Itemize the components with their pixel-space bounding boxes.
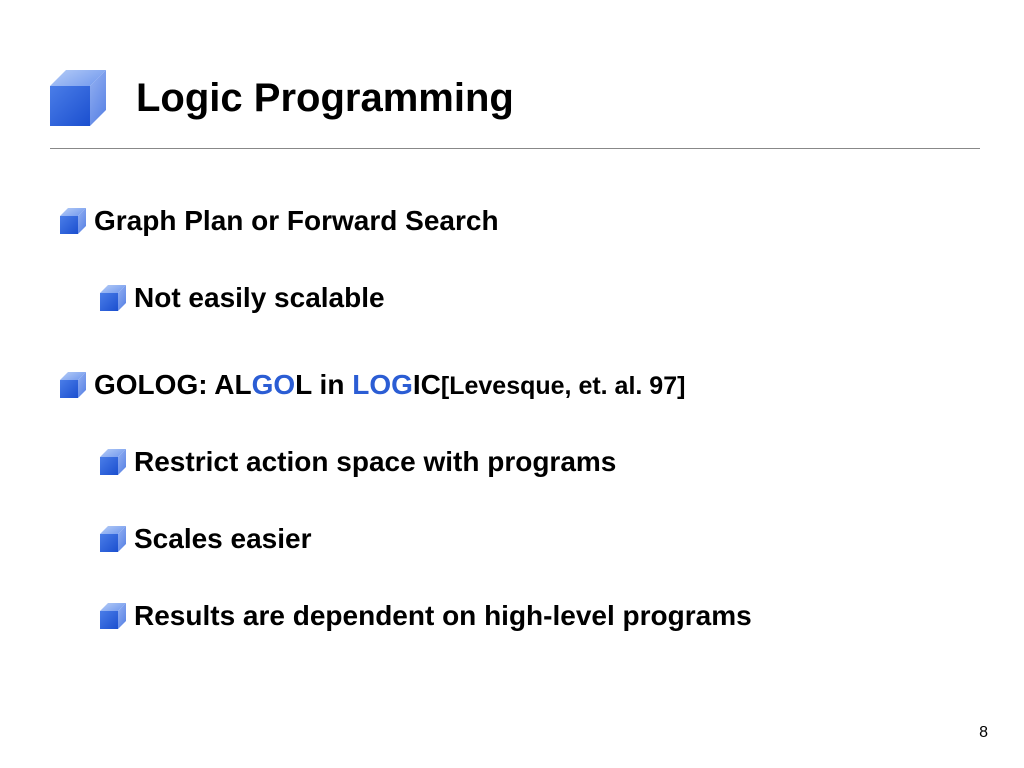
cube-bullet-icon	[60, 208, 86, 234]
slide-title: Logic Programming	[136, 76, 514, 121]
bullet-text: Graph Plan or Forward Search	[94, 205, 499, 237]
golog-citation: [Levesque, et. al. 97]	[441, 372, 686, 400]
slide: Logic Programming Graph Plan or Forward …	[0, 0, 1024, 768]
cube-bullet-icon	[100, 603, 126, 629]
cube-bullet-icon	[100, 526, 126, 552]
bullet-level2: Scales easier	[100, 523, 980, 555]
cube-bullet-icon	[100, 285, 126, 311]
bullet-level2: Results are dependent on high-level prog…	[100, 600, 980, 632]
content-area: Graph Plan or Forward Search Not easily …	[60, 185, 980, 637]
bullet-text: Scales easier	[134, 523, 312, 555]
bullet-level2: Not easily scalable	[100, 282, 980, 314]
golog-log: LOG	[352, 369, 413, 400]
bullet-level1: GOLOG: ALGOL in LOGIC[Levesque, et. al. …	[60, 369, 980, 401]
golog-go: GO	[252, 369, 296, 400]
golog-text: GOLOG: ALGOL in LOGIC[Levesque, et. al. …	[94, 369, 685, 401]
golog-mid: L in	[295, 369, 352, 400]
bullet-level1: Graph Plan or Forward Search	[60, 205, 980, 237]
title-row: Logic Programming	[50, 70, 514, 126]
title-divider	[50, 148, 980, 149]
page-number: 8	[979, 724, 988, 742]
bullet-level2: Restrict action space with programs	[100, 446, 980, 478]
bullet-text: Not easily scalable	[134, 282, 385, 314]
cube-bullet-icon	[100, 449, 126, 475]
bullet-text: Results are dependent on high-level prog…	[134, 600, 752, 632]
bullet-text: Restrict action space with programs	[134, 446, 616, 478]
golog-prefix: GOLOG: AL	[94, 369, 252, 400]
cube-bullet-icon	[60, 372, 86, 398]
golog-suffix: IC	[413, 369, 441, 400]
cube-icon	[50, 70, 106, 126]
